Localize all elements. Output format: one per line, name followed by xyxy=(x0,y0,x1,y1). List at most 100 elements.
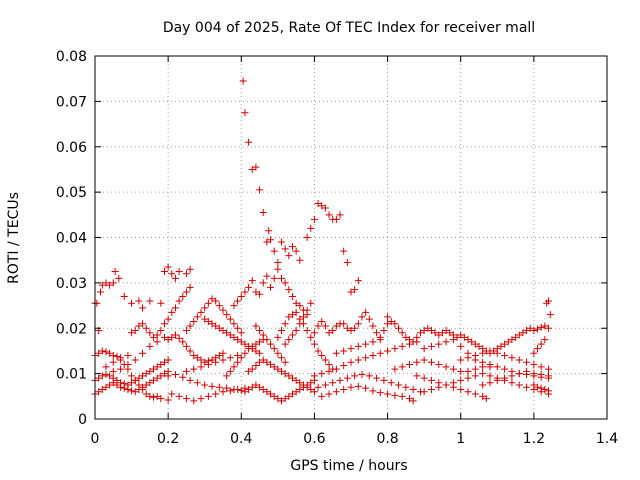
data-point xyxy=(215,324,223,332)
data-point xyxy=(340,247,348,255)
data-point xyxy=(329,327,337,335)
data-point xyxy=(515,370,523,378)
data-point xyxy=(239,77,247,85)
data-point xyxy=(303,306,311,314)
data-point xyxy=(98,372,106,380)
data-point xyxy=(457,376,465,384)
data-point xyxy=(186,376,194,384)
data-point xyxy=(310,329,318,337)
x-tick-label: 0.4 xyxy=(230,431,252,447)
data-point xyxy=(153,338,161,346)
data-point xyxy=(508,379,516,387)
data-point xyxy=(274,365,282,373)
data-point xyxy=(252,163,260,171)
data-point xyxy=(241,349,249,357)
data-point xyxy=(256,349,264,357)
data-point xyxy=(139,320,147,328)
data-point xyxy=(270,274,278,282)
data-point xyxy=(248,277,256,285)
data-point xyxy=(274,395,282,403)
data-point xyxy=(546,311,554,319)
data-point xyxy=(369,351,377,359)
data-point xyxy=(523,358,531,366)
data-point xyxy=(449,336,457,344)
data-point xyxy=(512,333,520,341)
data-point xyxy=(182,327,190,335)
data-point xyxy=(420,345,428,353)
x-tick-label: 0.2 xyxy=(157,431,179,447)
y-tick-label: 0.02 xyxy=(56,321,87,337)
data-point xyxy=(95,388,103,396)
data-point xyxy=(237,386,245,394)
data-point xyxy=(263,388,271,396)
data-point xyxy=(541,322,549,330)
data-point xyxy=(267,340,275,348)
data-point xyxy=(109,279,117,287)
data-point xyxy=(274,265,282,273)
data-point xyxy=(493,376,501,384)
data-point xyxy=(534,383,542,391)
data-point xyxy=(376,389,384,397)
data-point xyxy=(226,387,234,395)
data-point xyxy=(292,376,300,384)
data-point xyxy=(212,322,220,330)
data-point xyxy=(139,383,147,391)
data-point xyxy=(340,347,348,355)
data-point xyxy=(171,331,179,339)
data-point xyxy=(153,374,161,382)
data-point xyxy=(212,390,220,398)
data-point xyxy=(190,397,198,405)
data-point xyxy=(354,382,362,390)
data-point xyxy=(409,386,417,394)
data-point xyxy=(479,349,487,357)
data-point xyxy=(252,288,260,296)
data-point xyxy=(256,338,264,346)
data-point xyxy=(248,365,256,373)
data-point xyxy=(256,186,264,194)
data-point xyxy=(274,258,282,266)
data-point xyxy=(391,345,399,353)
data-point xyxy=(117,354,125,362)
data-point xyxy=(310,340,318,348)
data-point xyxy=(318,351,326,359)
data-point xyxy=(318,370,326,378)
data-point xyxy=(117,383,125,391)
data-point xyxy=(175,392,183,400)
data-point xyxy=(406,361,414,369)
data-point xyxy=(398,342,406,350)
data-point xyxy=(544,324,552,332)
data-point xyxy=(460,333,468,341)
data-point xyxy=(256,358,264,366)
data-point xyxy=(486,363,494,371)
data-point xyxy=(234,358,242,366)
data-point xyxy=(343,374,351,382)
data-point xyxy=(420,374,428,382)
data-point xyxy=(190,365,198,373)
data-point xyxy=(102,363,110,371)
data-point xyxy=(537,371,545,379)
data-point xyxy=(135,297,143,305)
data-point xyxy=(358,313,366,321)
data-point xyxy=(285,286,293,294)
data-point xyxy=(288,390,296,398)
data-point xyxy=(259,331,267,339)
data-point xyxy=(519,329,527,337)
y-tick-label: 0.07 xyxy=(56,94,87,110)
data-point xyxy=(292,299,300,307)
data-point xyxy=(204,361,212,369)
data-point xyxy=(369,322,377,330)
data-point xyxy=(281,340,289,348)
data-point xyxy=(504,338,512,346)
data-point xyxy=(113,352,121,360)
data-point xyxy=(142,390,150,398)
data-point xyxy=(182,395,190,403)
data-point xyxy=(117,365,125,373)
data-point xyxy=(115,274,123,282)
data-point xyxy=(267,361,275,369)
data-point xyxy=(398,329,406,337)
data-point xyxy=(395,324,403,332)
data-point xyxy=(146,367,154,375)
data-point xyxy=(307,299,315,307)
data-point xyxy=(128,299,136,307)
data-point xyxy=(318,392,326,400)
